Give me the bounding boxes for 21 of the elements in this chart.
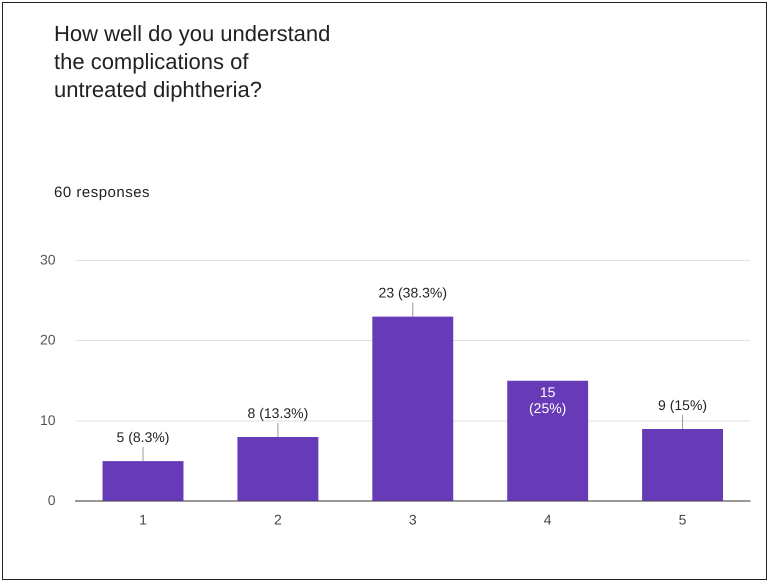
x-tick-label: 3	[408, 511, 417, 528]
data-label: 5 (8.3%)	[116, 429, 170, 446]
data-label: 8 (13.3%)	[248, 404, 308, 421]
y-tick-label: 20	[40, 332, 56, 348]
x-tick-label: 5	[678, 511, 687, 528]
x-tick-label: 1	[139, 511, 148, 528]
data-label: 9 (15%)	[658, 396, 708, 413]
y-tick-label: 0	[48, 492, 56, 508]
x-tick-label: 2	[274, 511, 282, 528]
y-tick-label: 10	[40, 412, 56, 428]
bar	[102, 461, 184, 501]
bar	[642, 428, 724, 501]
chart-subtitle: 60 responses	[54, 184, 150, 201]
y-tick-label: 30	[40, 251, 56, 268]
bar	[372, 316, 454, 501]
x-tick-label: 4	[544, 511, 552, 528]
data-label: 23 (38.3%)	[378, 284, 448, 301]
data-label: 15 (25%)	[528, 384, 566, 416]
chart-title: How well do you understand the complications of untreated diphtheria?	[54, 20, 332, 104]
bar	[237, 436, 318, 501]
bar	[507, 380, 588, 501]
